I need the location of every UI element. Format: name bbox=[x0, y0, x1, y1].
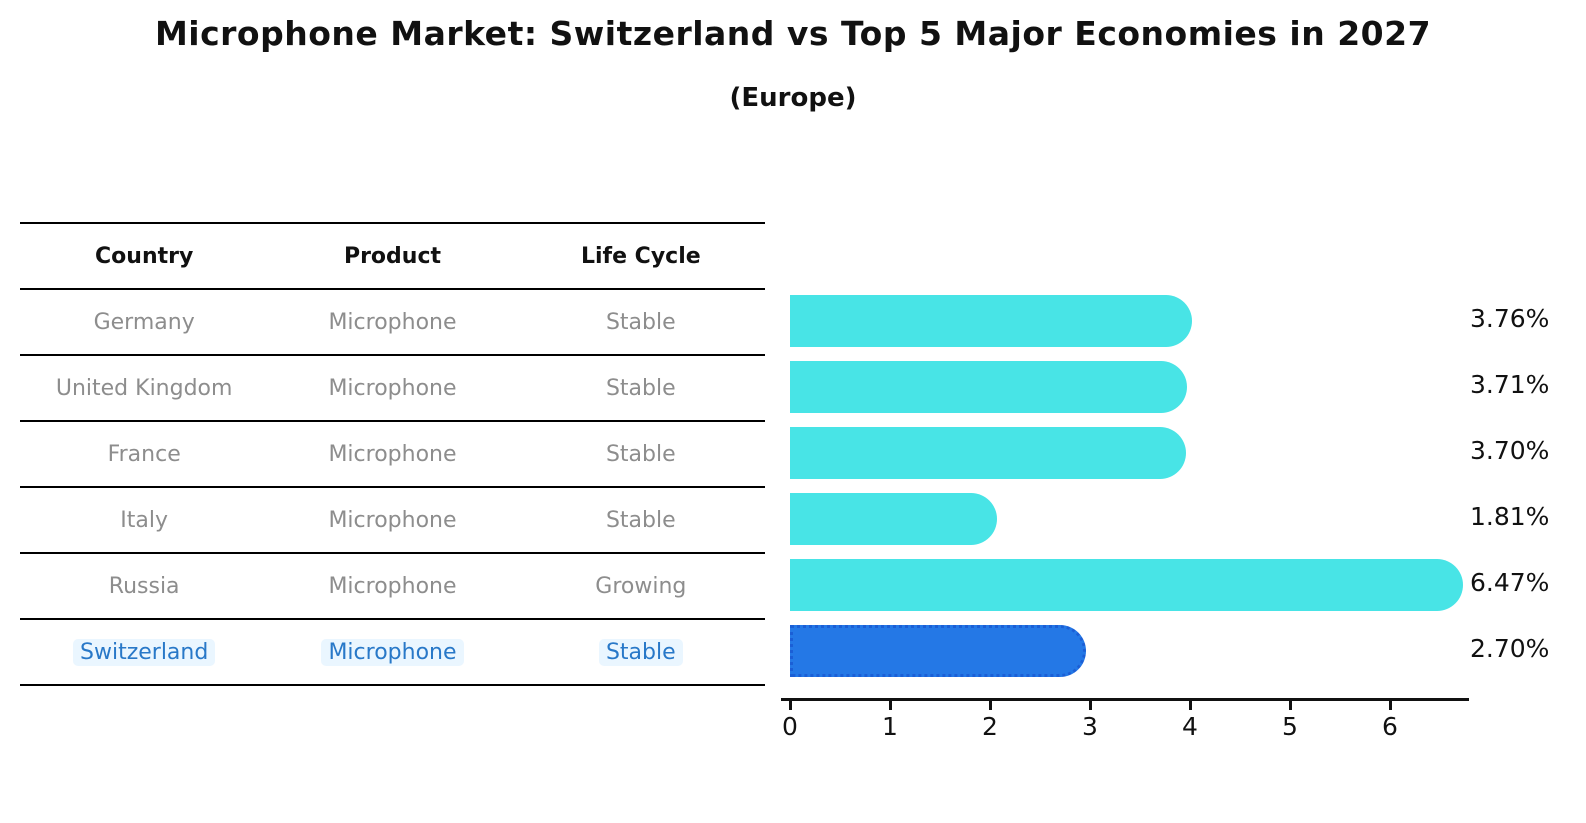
value-label-united-kingdom: 3.71% bbox=[1470, 370, 1550, 399]
x-tick-mark bbox=[789, 701, 792, 710]
x-tick-label: 2 bbox=[982, 712, 998, 741]
bar-united-kingdom bbox=[790, 361, 1187, 413]
cell-product: Microphone bbox=[328, 573, 457, 599]
cell-product: Microphone bbox=[328, 441, 457, 467]
page-subtitle: (Europe) bbox=[729, 83, 857, 113]
cell-lifecycle: Stable bbox=[605, 375, 676, 401]
x-tick-label: 1 bbox=[882, 712, 898, 741]
table-row: Switzerland Microphone Stable bbox=[20, 620, 765, 686]
bar-france bbox=[790, 427, 1186, 479]
bar-switzerland bbox=[790, 625, 1086, 677]
value-label-germany: 3.76% bbox=[1470, 304, 1550, 333]
cell-country: France bbox=[107, 441, 181, 467]
cell-product: Microphone bbox=[328, 375, 457, 401]
cell-country: Russia bbox=[108, 573, 180, 599]
cell-country: Italy bbox=[120, 507, 169, 533]
x-tick-label: 5 bbox=[1282, 712, 1298, 741]
x-tick-mark bbox=[1389, 701, 1392, 710]
table-row: United Kingdom Microphone Stable bbox=[20, 356, 765, 422]
x-tick-label: 4 bbox=[1182, 712, 1198, 741]
x-tick-mark bbox=[1289, 701, 1292, 710]
bar-russia bbox=[790, 559, 1463, 611]
value-label-switzerland: 2.70% bbox=[1470, 634, 1550, 663]
bar-italy bbox=[790, 493, 997, 545]
x-tick-label: 0 bbox=[782, 712, 798, 741]
value-label-france: 3.70% bbox=[1470, 436, 1550, 465]
cell-product: Microphone bbox=[328, 309, 457, 335]
x-tick-mark bbox=[1189, 701, 1192, 710]
cell-lifecycle: Stable bbox=[605, 309, 676, 335]
cell-country: Switzerland bbox=[20, 638, 268, 666]
cell-lifecycle: Growing bbox=[595, 573, 687, 599]
page-title: Microphone Market: Switzerland vs Top 5 … bbox=[154, 14, 1432, 53]
x-tick-mark bbox=[889, 701, 892, 710]
x-tick-mark bbox=[989, 701, 992, 710]
table-row: France Microphone Stable bbox=[20, 422, 765, 488]
cell-lifecycle: Stable bbox=[605, 441, 676, 467]
cell-lifecycle: Stable bbox=[605, 507, 676, 533]
cell-lifecycle: Stable bbox=[517, 638, 765, 666]
x-axis-line bbox=[781, 698, 1469, 701]
cell-product: Microphone bbox=[268, 638, 516, 666]
table-row: Russia Microphone Growing bbox=[20, 554, 765, 620]
value-label-italy: 1.81% bbox=[1470, 502, 1550, 531]
column-header-lifecycle: Life Cycle bbox=[580, 243, 701, 269]
cell-country: Germany bbox=[93, 309, 195, 335]
column-header-country: Country bbox=[95, 243, 194, 269]
bar-germany bbox=[790, 295, 1192, 347]
cell-product: Microphone bbox=[328, 507, 457, 533]
value-label-russia: 6.47% bbox=[1470, 568, 1550, 597]
table-row: Germany Microphone Stable bbox=[20, 290, 765, 356]
table-body: Germany Microphone Stable United Kingdom Mic… bbox=[20, 290, 765, 686]
comparison-table: Country Product Life Cycle Germany Microp… bbox=[20, 222, 765, 686]
table-row: Italy Microphone Stable bbox=[20, 488, 765, 554]
x-tick-label: 6 bbox=[1382, 712, 1398, 741]
cell-country: United Kingdom bbox=[55, 375, 233, 401]
x-tick-label: 3 bbox=[1082, 712, 1098, 741]
column-header-product: Product bbox=[343, 243, 442, 269]
x-tick-mark bbox=[1089, 701, 1092, 710]
table-header-row: Country Product Life Cycle bbox=[20, 222, 765, 290]
